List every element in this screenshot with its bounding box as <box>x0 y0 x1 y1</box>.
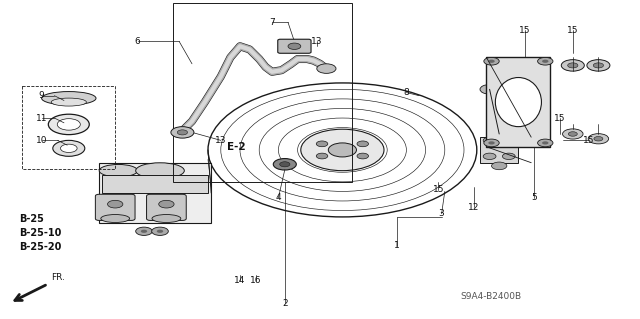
Text: 1: 1 <box>394 241 399 250</box>
Text: 13: 13 <box>215 136 227 145</box>
Circle shape <box>488 141 495 145</box>
Text: 15: 15 <box>554 114 566 122</box>
Text: 7: 7 <box>269 18 275 27</box>
Circle shape <box>542 60 548 63</box>
Circle shape <box>538 57 553 65</box>
FancyBboxPatch shape <box>486 57 550 147</box>
Circle shape <box>58 119 81 130</box>
Circle shape <box>502 153 515 160</box>
Text: 11: 11 <box>36 114 47 122</box>
FancyBboxPatch shape <box>99 163 211 223</box>
Circle shape <box>483 153 496 160</box>
FancyBboxPatch shape <box>95 194 135 220</box>
Circle shape <box>492 162 507 170</box>
Circle shape <box>484 57 499 65</box>
Circle shape <box>171 127 194 138</box>
Circle shape <box>273 159 296 170</box>
Text: 15: 15 <box>567 26 579 35</box>
Circle shape <box>568 63 578 68</box>
Text: 9: 9 <box>39 91 44 100</box>
Circle shape <box>563 129 583 139</box>
Text: 6: 6 <box>135 37 140 46</box>
Circle shape <box>357 141 369 147</box>
Circle shape <box>141 230 147 233</box>
Text: B-25
B-25-10
B-25-20: B-25 B-25-10 B-25-20 <box>19 214 61 252</box>
Circle shape <box>357 153 369 159</box>
Text: S9A4-B2400B: S9A4-B2400B <box>461 292 522 301</box>
Circle shape <box>136 227 152 235</box>
Ellipse shape <box>152 215 181 223</box>
Circle shape <box>288 43 301 49</box>
Text: 12: 12 <box>468 203 479 212</box>
Circle shape <box>328 143 356 157</box>
Circle shape <box>159 200 174 208</box>
FancyBboxPatch shape <box>102 175 208 193</box>
Text: 8: 8 <box>404 88 409 97</box>
Text: 5: 5 <box>532 193 537 202</box>
Circle shape <box>108 200 123 208</box>
Circle shape <box>484 139 499 147</box>
Circle shape <box>152 227 168 235</box>
Circle shape <box>593 63 604 68</box>
Circle shape <box>594 137 603 141</box>
Text: 15: 15 <box>433 185 444 194</box>
Circle shape <box>587 60 610 71</box>
Circle shape <box>301 129 384 171</box>
Ellipse shape <box>51 98 86 106</box>
Circle shape <box>483 137 496 144</box>
FancyBboxPatch shape <box>480 137 518 163</box>
Text: 15: 15 <box>519 26 531 35</box>
Circle shape <box>317 64 336 73</box>
Circle shape <box>157 230 163 233</box>
Circle shape <box>316 153 328 159</box>
Text: 2: 2 <box>282 299 287 308</box>
Text: E-2: E-2 <box>227 142 246 152</box>
Text: 4: 4 <box>276 193 281 202</box>
Text: 13: 13 <box>311 37 323 46</box>
Circle shape <box>502 137 515 144</box>
Circle shape <box>52 140 84 156</box>
Ellipse shape <box>495 78 541 127</box>
Text: 3: 3 <box>439 209 444 218</box>
Circle shape <box>568 132 577 136</box>
Ellipse shape <box>136 163 184 179</box>
Circle shape <box>177 130 188 135</box>
Circle shape <box>480 85 499 94</box>
Circle shape <box>588 134 609 144</box>
Ellipse shape <box>100 215 129 223</box>
Text: 15: 15 <box>583 136 595 145</box>
FancyBboxPatch shape <box>147 194 186 220</box>
Text: FR.: FR. <box>51 273 65 282</box>
Circle shape <box>538 139 553 147</box>
Ellipse shape <box>99 165 138 177</box>
FancyBboxPatch shape <box>278 39 311 53</box>
Text: 16: 16 <box>250 276 262 285</box>
Text: 10: 10 <box>36 136 47 145</box>
Circle shape <box>280 162 290 167</box>
Circle shape <box>49 114 90 135</box>
Circle shape <box>60 144 77 152</box>
Ellipse shape <box>42 92 96 105</box>
Text: 14: 14 <box>234 276 246 285</box>
Circle shape <box>561 60 584 71</box>
Circle shape <box>316 141 328 147</box>
Circle shape <box>542 141 548 145</box>
Circle shape <box>488 60 495 63</box>
